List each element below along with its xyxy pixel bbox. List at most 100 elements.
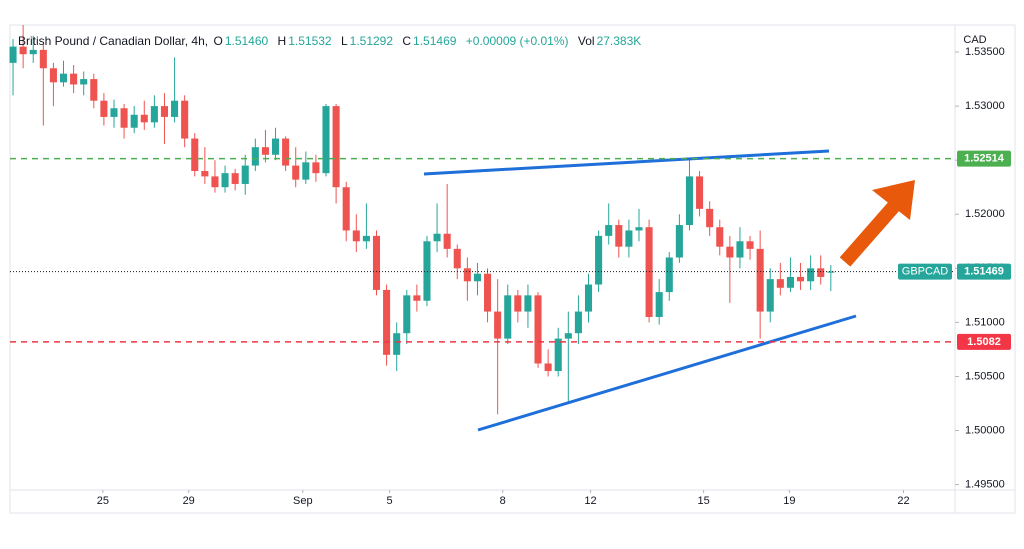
candle-body [504,295,512,339]
candle-body [362,235,370,242]
candle-body [564,333,572,339]
candle-body [372,235,381,290]
candle-body [796,276,805,282]
currency-label: CAD [963,34,986,46]
candle-body [484,273,492,312]
candle-body [403,295,411,334]
candle-body [171,100,179,117]
candle-body [29,49,37,55]
frame [9,24,1016,514]
ohlc-value: 1.51532 [288,34,332,48]
candle-body [534,295,542,364]
candle-body [332,106,340,188]
symbol-title: British Pound / Canadian Dollar, 4h, [18,34,209,48]
candle-body [120,108,128,128]
ohlc-label: L [340,34,348,48]
candle-body [191,138,199,171]
candle-body [221,173,229,188]
candle-body [544,363,552,372]
level-label: 1.5082 [967,336,1001,348]
candle-body [70,73,78,85]
x-tick-label: 15 [697,495,709,507]
candle-body [352,230,360,242]
candle-body [383,289,391,355]
candle-body [655,292,663,317]
candle-body [433,233,441,242]
y-tick-label: 1.51000 [965,316,1005,328]
ohlc-value: 1.51292 [349,34,394,48]
symbol-label: GBPCAD [902,266,949,278]
x-tick-label: 22 [897,495,909,507]
candle-body [393,333,401,355]
candle-body [130,114,138,128]
candle-body [574,311,582,334]
x-tick-label: 5 [387,495,393,507]
y-tick-label: 1.49500 [965,478,1005,490]
candle-body [524,295,532,312]
candle-body [342,187,350,231]
x-tick-label: 12 [584,495,596,507]
candle-body [463,268,471,282]
candle-body [271,138,280,155]
arrow [839,180,915,267]
candle-body [807,268,815,282]
price-label: 1.51469 [964,266,1004,278]
arrow-head [872,180,915,220]
level-badge [957,150,1011,167]
y-tick-label: 1.50000 [965,424,1005,436]
candle-body [261,147,269,155]
candle-body [292,165,300,180]
candle-body [453,248,461,269]
candle-body [756,248,764,312]
candle-body [675,225,683,258]
candle-body [322,106,330,174]
candle-body [9,46,17,63]
candle-body [80,79,88,85]
ohlc-label: C [402,34,412,48]
ohlc-label: O [213,34,223,48]
candle-body [150,106,158,123]
candle-body [827,271,835,273]
volume: 27.383K [596,34,642,48]
candle-body [312,162,320,174]
candle-body [423,241,431,301]
trendline-upper [423,149,830,176]
candle-body [716,227,724,247]
candle-body [776,279,784,288]
arrow-shaft [839,200,901,267]
ohlc-value: 1.51460 [224,34,269,48]
candle-body [90,79,98,101]
candle-body [100,100,108,117]
price-badge [957,263,1011,280]
candle-body [59,73,68,83]
candle-body [665,257,673,293]
x-tick-label: 8 [500,495,506,507]
candle-body [786,276,794,288]
candle-body [584,284,593,312]
candle-body [685,176,694,226]
header: British Pound / Canadian Dollar, 4h, O 1.… [18,34,647,48]
candle-body [49,68,57,83]
candle-body [181,100,189,139]
ohlc-value: 1.51469 [413,34,457,48]
level-badge [957,333,1011,350]
volume-label: Vol [577,34,595,48]
candle-body [595,235,603,285]
candle-body [19,46,27,55]
candle-body [817,268,825,277]
candle-body [443,233,451,249]
candle-body [251,147,259,166]
candle-body [625,230,633,247]
candle-body [231,173,239,184]
change: +0.00009 (+0.01%) [465,34,569,48]
x-tick-label: 29 [183,495,195,507]
candle-body [201,170,209,177]
candle-body [110,108,118,117]
x-tick-label: Sep [293,495,313,507]
symbol-badge [898,263,952,280]
candle-body [473,273,481,282]
trendline-lower [477,314,857,432]
y-tick-label: 1.53000 [965,100,1005,112]
